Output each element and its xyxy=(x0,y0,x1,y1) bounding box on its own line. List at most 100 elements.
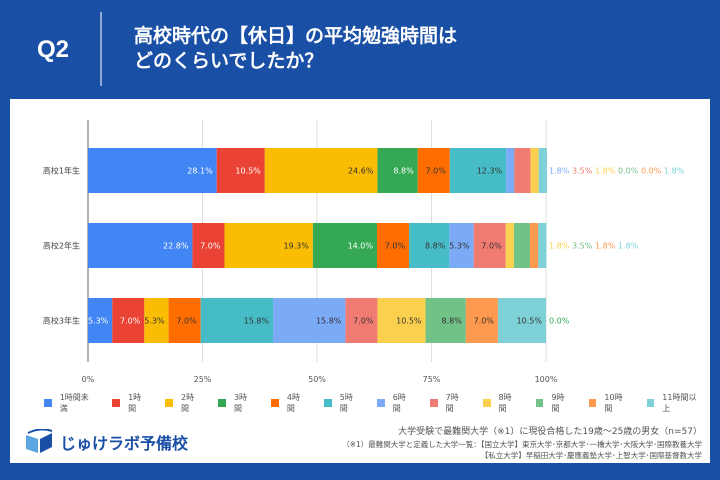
data-label: 15.8% xyxy=(244,317,270,326)
data-label: 7.0% xyxy=(385,242,406,251)
legend-item: 5時間 xyxy=(324,392,360,414)
data-label: 14.0% xyxy=(348,242,374,251)
logo: じゅけラボ予備校 xyxy=(24,429,188,455)
legend-item: 4時間 xyxy=(271,392,307,414)
data-label: 7.0% xyxy=(474,317,495,326)
data-label: 0.0% xyxy=(549,317,570,326)
legend-item: 9時間 xyxy=(535,392,572,414)
legend-swatch xyxy=(535,399,544,407)
bar-segment xyxy=(530,148,539,193)
data-label: 7.0% xyxy=(353,317,374,326)
bar-segment xyxy=(216,148,265,193)
legend-label: 4時間 xyxy=(286,393,300,413)
legend-label: 9時間 xyxy=(551,393,565,413)
data-label: 0.0% xyxy=(618,167,639,176)
question-number: Q2 xyxy=(37,36,70,63)
legend-item: 3時間 xyxy=(218,392,254,414)
legend-swatch xyxy=(482,399,491,407)
legend-item: 10時間 xyxy=(588,392,630,414)
footnote-national: （※1）最難関大学と定義した大学一覧：【国立大学】東京大学･京都大学･一橋大学･… xyxy=(342,440,702,449)
data-label: 10.5% xyxy=(517,317,543,326)
footnote-private: 【私立大学】早稲田大学･慶應義塾大学･上智大学･国際基督教大学 xyxy=(480,451,702,460)
legend-item: 2時間 xyxy=(165,392,201,414)
bar-segment xyxy=(345,298,378,343)
bar-segment xyxy=(312,223,377,268)
legend-item: 11時間以上 xyxy=(646,392,703,414)
page-title: 高校時代の【休日】の平均勉強時間は どのくらいでしたか？ xyxy=(134,24,457,74)
title-line-2: どのくらいでしたか？ xyxy=(134,50,324,72)
data-label: 1.8% xyxy=(595,242,616,251)
bar-segment xyxy=(449,148,507,193)
x-tick-label: 25% xyxy=(194,375,212,384)
legend-swatch xyxy=(112,399,121,407)
bar-segment xyxy=(273,298,346,343)
bar-segment xyxy=(538,148,547,193)
book-logo-icon xyxy=(26,429,53,453)
data-label: 7.0% xyxy=(425,167,446,176)
data-label: 22.8% xyxy=(163,242,189,251)
bar-segment xyxy=(200,298,274,343)
legend-label: 3時間 xyxy=(233,393,248,413)
bar-segment xyxy=(425,298,466,343)
legend-swatch xyxy=(646,399,655,407)
bar-segment xyxy=(224,223,313,268)
data-label: 1.8% xyxy=(549,167,570,176)
data-label: 7.0% xyxy=(200,242,221,251)
legend-label: 5時間 xyxy=(339,393,353,413)
data-label: 7.0% xyxy=(176,317,197,326)
data-label: 10.5% xyxy=(396,317,422,326)
data-label: 5.3% xyxy=(144,317,165,326)
bar-segment xyxy=(377,298,426,343)
legend-label: 8時間 xyxy=(498,393,512,413)
bar-segment xyxy=(506,148,515,193)
data-label: 3.5% xyxy=(572,167,593,176)
bar-segment xyxy=(192,223,225,268)
legend-item: 1時間未満 xyxy=(44,392,95,414)
legend-swatch xyxy=(218,399,226,407)
footnotes: 大学受験で最難関大学（※1）に現役合格した19歳～25歳の男女（n=57） （※… xyxy=(342,426,702,461)
bar-segment xyxy=(144,298,169,343)
legend-swatch xyxy=(165,399,174,407)
data-label: 8.8% xyxy=(393,167,414,176)
legend-label: 1時間 xyxy=(128,393,142,413)
bar-segment xyxy=(417,148,450,193)
bar-segment xyxy=(473,223,506,268)
data-label: 3.5% xyxy=(572,242,593,251)
bar-segment xyxy=(513,223,530,268)
legend-swatch xyxy=(429,399,438,407)
bar-segment xyxy=(538,223,547,268)
bar-segment xyxy=(514,148,531,193)
bar-segment xyxy=(112,298,145,343)
x-tick-label: 50% xyxy=(308,375,326,384)
category-label: 高校1年生 xyxy=(43,166,80,176)
bar-segment xyxy=(377,148,418,193)
bar-segment xyxy=(88,298,113,343)
title-line-1: 高校時代の【休日】の平均勉強時間は xyxy=(134,25,458,47)
bar-segment xyxy=(264,148,378,193)
data-label: 8.8% xyxy=(442,317,463,326)
legend-label: 11時間以上 xyxy=(662,393,697,413)
data-label: 7.0% xyxy=(120,317,141,326)
data-label: 24.6% xyxy=(348,167,374,176)
bar-segment xyxy=(497,298,546,343)
data-label: 15.8% xyxy=(316,317,342,326)
legend-item: 7時間 xyxy=(429,392,466,414)
data-label: 5.3% xyxy=(88,317,109,326)
data-label: 1.8% xyxy=(549,242,570,251)
x-tick-label: 100% xyxy=(535,375,558,384)
legend-label: 2時間 xyxy=(181,393,195,413)
legend-item: 1時間 xyxy=(112,392,148,414)
footnote-sample: 大学受験で最難関大学（※1）に現役合格した19歳～25歳の男女（n=57） xyxy=(398,427,702,437)
legend-swatch xyxy=(44,399,52,407)
bar-segment xyxy=(505,223,514,268)
bar-segment xyxy=(529,223,539,268)
legend-swatch xyxy=(588,399,597,407)
bar-segment xyxy=(376,223,410,268)
data-label: 1.8% xyxy=(618,242,639,251)
bar-segment xyxy=(449,223,474,268)
legend-swatch xyxy=(271,399,279,407)
header-divider xyxy=(100,12,102,86)
data-label: 7.0% xyxy=(481,242,502,251)
category-label: 高校3年生 xyxy=(43,316,80,326)
